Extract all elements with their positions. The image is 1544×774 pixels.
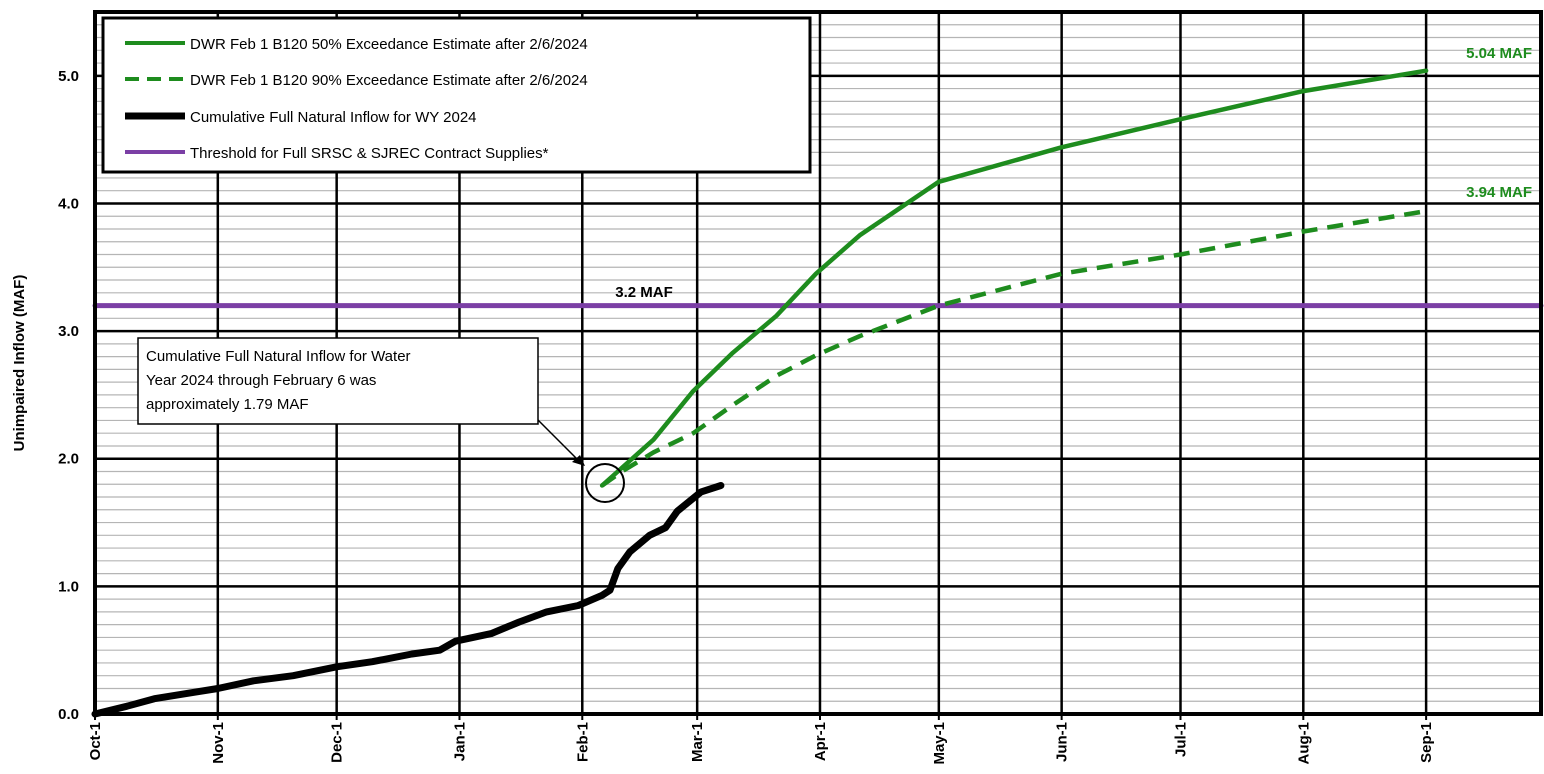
legend-label-50pct: DWR Feb 1 B120 50% Exceedance Estimate a… xyxy=(190,36,588,53)
series-line-cumulative xyxy=(91,482,725,718)
legend-label-90pct: DWR Feb 1 B120 90% Exceedance Estimate a… xyxy=(190,72,588,89)
x-tick-label: May-1 xyxy=(931,722,948,765)
legend-label-cumulative: Cumulative Full Natural Inflow for WY 20… xyxy=(190,109,477,126)
y-tick-label: 1.0 xyxy=(58,578,79,595)
x-tick-label: Jun-1 xyxy=(1054,722,1071,762)
x-tick-label: Mar-1 xyxy=(689,722,706,762)
label-threshold: 3.2 MAF xyxy=(615,284,673,301)
callout-arrow-line xyxy=(537,419,581,463)
x-tick-label: Feb-1 xyxy=(574,722,591,762)
legend-box xyxy=(101,16,812,174)
x-axis: Oct-1 Nov-1 Dec-1 Jan-1 Feb-1 Mar-1 Apr-1 May-1… xyxy=(87,714,1435,765)
callout-circle xyxy=(585,463,625,503)
x-tick-label: Apr-1 xyxy=(812,722,829,761)
y-tick-label: 5.0 xyxy=(58,68,79,85)
x-tick-label: Oct-1 xyxy=(87,722,104,760)
y-axis: 0.0 1.0 2.0 3.0 4.0 5.0 xyxy=(58,68,79,723)
callout-box xyxy=(137,337,539,425)
x-tick-label: Dec-1 xyxy=(329,722,346,763)
callout-line-1: Cumulative Full Natural Inflow for Water xyxy=(146,348,411,365)
callout-line-3: approximately 1.79 MAF xyxy=(146,396,309,413)
y-tick-label: 2.0 xyxy=(58,451,79,468)
series-line-50pct xyxy=(599,68,1429,488)
x-tick-label: Nov-1 xyxy=(210,722,227,764)
x-tick-label: Jan-1 xyxy=(451,722,468,761)
y-tick-label: 4.0 xyxy=(58,195,79,212)
label-90pct-end: 3.94 MAF xyxy=(1466,184,1532,201)
callout-arrow-head xyxy=(572,455,585,466)
plot-frame xyxy=(93,10,1543,716)
callout: Cumulative Full Natural Inflow for Water… xyxy=(137,337,625,503)
x-tick-label: Sep-1 xyxy=(1418,722,1435,763)
legend-label-threshold: Threshold for Full SRSC & SJREC Contract… xyxy=(190,145,549,162)
legend: DWR Feb 1 B120 50% Exceedance Estimate a… xyxy=(101,16,812,174)
y-tick-label: 0.0 xyxy=(58,706,79,723)
series-line-90pct xyxy=(600,208,1427,488)
callout-line-2: Year 2024 through February 6 was xyxy=(146,372,376,389)
x-tick-label: Aug-1 xyxy=(1295,722,1312,765)
label-50pct-end: 5.04 MAF xyxy=(1466,45,1532,62)
series-layer xyxy=(91,68,1544,718)
y-tick-label: 3.0 xyxy=(58,323,79,340)
x-tick-label: Jul-1 xyxy=(1172,722,1189,757)
y-axis-label: Unimpaired Inflow (MAF) xyxy=(11,275,28,452)
